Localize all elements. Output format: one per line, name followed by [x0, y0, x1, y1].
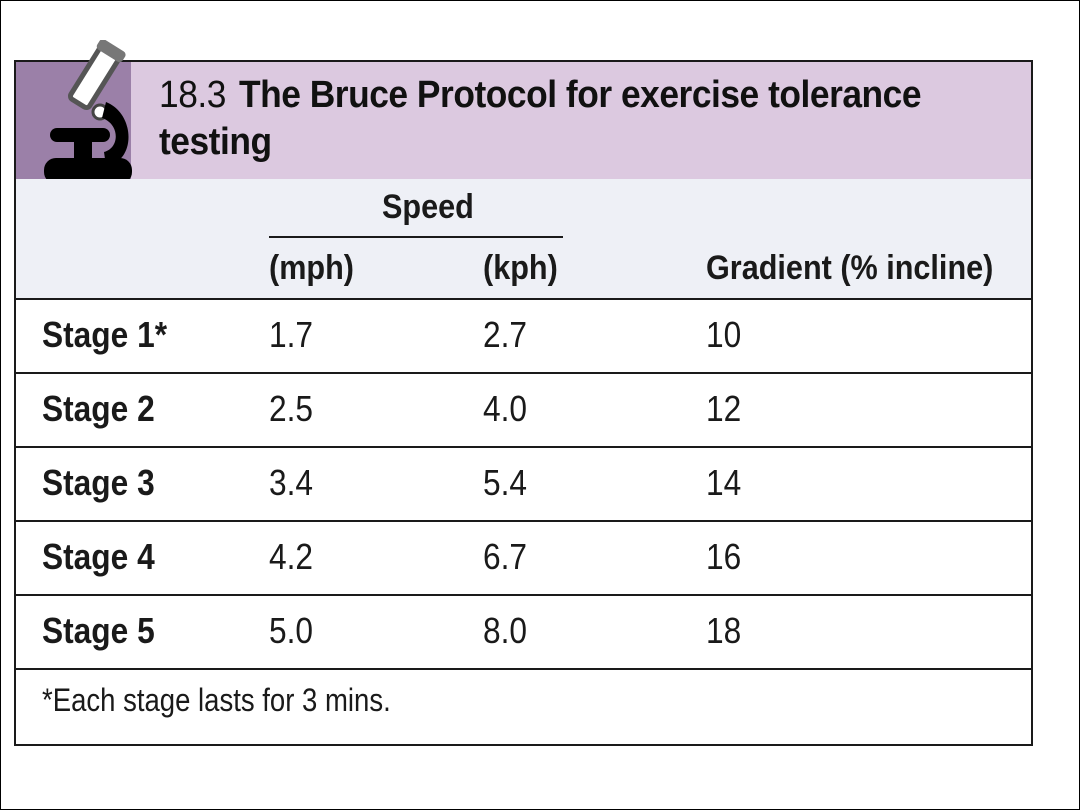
mph-value: 5.0	[269, 610, 314, 651]
header-mph: (mph)	[269, 249, 354, 287]
stage-label: Stage 3	[42, 462, 155, 503]
gradient-value: 14	[706, 462, 742, 503]
stage-label: Stage 5	[42, 610, 155, 651]
table-row: Stage 3 3.4 5.4 14	[16, 448, 1031, 522]
header-gradient: Gradient (% incline)	[706, 249, 994, 287]
title-line-2: testing	[159, 121, 272, 163]
mph-value: 2.5	[269, 388, 314, 429]
table-title: 18.3 The Bruce Protocol for exercise tole…	[159, 72, 922, 166]
table-number: 18.3	[159, 74, 226, 116]
gradient-value: 18	[706, 610, 742, 651]
microscope-icon	[44, 40, 132, 184]
gradient-value: 10	[706, 314, 742, 355]
header-kph: (kph)	[483, 249, 558, 287]
table-row: Stage 2 2.5 4.0 12	[16, 374, 1031, 448]
kph-value: 4.0	[483, 388, 528, 429]
table-box: 18.3 The Bruce Protocol for exercise tole…	[14, 40, 1033, 746]
mph-value: 3.4	[269, 462, 314, 503]
table-row: Stage 4 4.2 6.7 16	[16, 522, 1031, 596]
title-line-1: The Bruce Protocol for exercise toleranc…	[238, 74, 922, 116]
stage-label: Stage 1*	[42, 314, 168, 355]
gradient-value: 12	[706, 388, 742, 429]
mph-value: 4.2	[269, 536, 314, 577]
speed-underline	[269, 236, 563, 238]
table-footnote: *Each stage lasts for 3 mins.	[42, 682, 391, 718]
table-row: Stage 5 5.0 8.0 18	[16, 596, 1031, 670]
kph-value: 8.0	[483, 610, 528, 651]
kph-value: 6.7	[483, 536, 528, 577]
stage-label: Stage 2	[42, 388, 155, 429]
mph-value: 1.7	[269, 314, 314, 355]
title-band: 18.3 The Bruce Protocol for exercise tole…	[16, 62, 1031, 179]
kph-value: 5.4	[483, 462, 528, 503]
table-row: Stage 1* 1.7 2.7 10	[16, 300, 1031, 374]
kph-value: 2.7	[483, 314, 528, 355]
gradient-value: 16	[706, 536, 742, 577]
column-header-band: Speed (mph) (kph) Gradient (% incline)	[16, 179, 1031, 300]
table-body: Stage 1* 1.7 2.7 10 Stage 2 2.5 4.0 12 S…	[16, 300, 1031, 670]
stage-label: Stage 4	[42, 536, 155, 577]
speed-group-header: Speed	[382, 188, 474, 226]
